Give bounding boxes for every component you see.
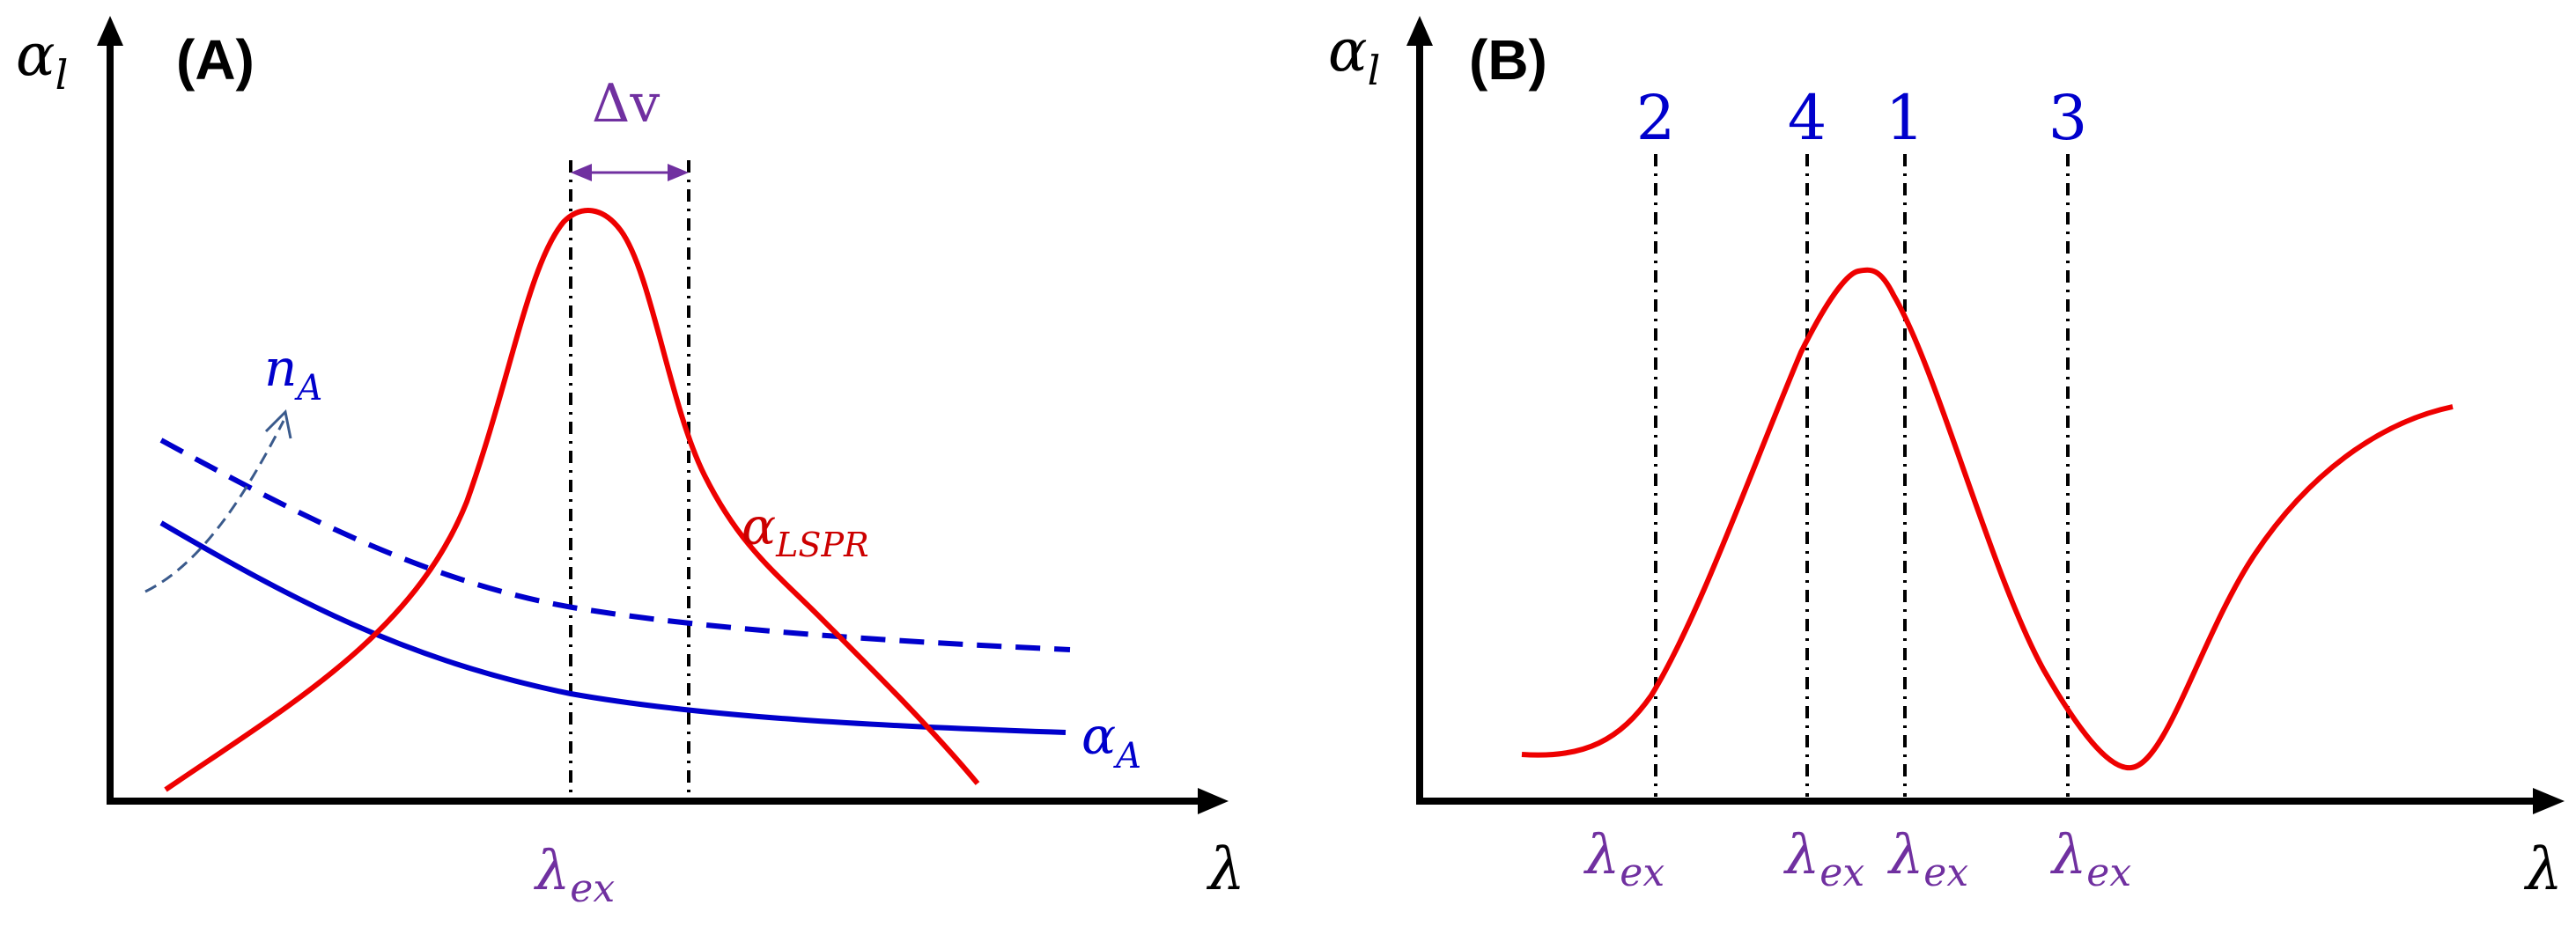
panel-a: αl (A) Δv nA αLSPR αA λex λ [16, 16, 1245, 911]
panel-a-lspr-label: αLSPR [742, 497, 869, 564]
panel-b-y-arrow [1406, 16, 1433, 46]
panel-a-excitation-label: λex [533, 838, 615, 911]
panel-b-resonance-curve [1521, 267, 2454, 771]
panel-b-excitation-label-4: λex [1783, 822, 1864, 895]
panel-a-na-arrowhead [264, 408, 292, 439]
panel-a-x-axis-label: λ [1206, 835, 1245, 903]
panel-a-alpha-a-label: αA [1081, 706, 1141, 776]
panel-a-na-label: nA [264, 338, 322, 408]
panel-a-x-arrow [1198, 788, 1229, 814]
panel-a-na-arrow [144, 420, 285, 593]
panel-a-dashed-curve [159, 438, 1071, 652]
panel-b-excitation-label-3: λex [2049, 822, 2131, 895]
panel-a-alpha-a-curve [159, 520, 1067, 735]
panel-b-y-axis-label: αl [1328, 17, 1380, 94]
panel-b-title: (B) [1469, 28, 1547, 92]
panel-a-y-arrow [97, 16, 123, 46]
panel-b-excitation-label-1: λex [1886, 822, 1968, 895]
panel-b-excitation-label-2: λex [1583, 822, 1664, 895]
panel-b-marker-number-2: 2 [1636, 82, 1676, 154]
panel-a-y-axis-label: αl [16, 21, 68, 99]
panel-a-delta-label: Δv [592, 73, 660, 135]
panel-a-delta-arrowhead-left [571, 164, 592, 181]
panel-b-x-arrow [2533, 788, 2565, 814]
panel-b-marker-number-4: 4 [1788, 82, 1827, 154]
panel-b-x-axis-label: λ [2523, 835, 2563, 903]
panel-b: αl (B) 2 4 1 3 λex λex λex λex λ [1328, 16, 2565, 903]
panel-b-marker-number-3: 3 [2048, 82, 2088, 154]
panel-a-lspr-curve [164, 208, 980, 792]
panel-b-marker-number-1: 1 [1886, 82, 1925, 154]
panel-a-delta-arrowhead-right [668, 164, 689, 181]
panel-a-title: (A) [176, 28, 255, 92]
